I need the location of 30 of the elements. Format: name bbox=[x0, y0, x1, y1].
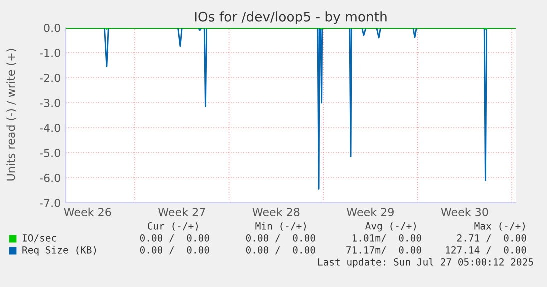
text: 0.00 / 0.00 bbox=[246, 234, 316, 243]
y-tick-label: -1.0 bbox=[40, 48, 60, 58]
x-tick-label: Week 30 bbox=[441, 208, 488, 216]
y-tick-label: -6.0 bbox=[40, 174, 60, 182]
text: 2.71 / 0.00 bbox=[457, 234, 526, 243]
text: 0.00 / 0.00 bbox=[140, 246, 210, 255]
y-axis-title: Units read (-) / write (+) bbox=[6, 49, 17, 181]
x-tick-label: Week 29 bbox=[346, 208, 394, 216]
x-tick-label: Week 26 bbox=[64, 208, 112, 216]
text: 127.14 / 0.00 bbox=[446, 246, 526, 255]
text: 0.00 / 0.00 bbox=[140, 234, 210, 243]
text: Last update: Sun Jul 27 05:00:12 2025 bbox=[318, 258, 534, 268]
text: 71.17m/ 0.00 bbox=[346, 246, 422, 255]
y-tick-label: -2.0 bbox=[40, 74, 60, 82]
y-tick-label: -4.0 bbox=[40, 124, 60, 132]
x-tick-label: Week 28 bbox=[252, 208, 300, 216]
legend-label: IO/sec bbox=[22, 234, 56, 243]
y-tick-label: -3.0 bbox=[40, 98, 60, 108]
text: Cur (-/+) bbox=[148, 222, 198, 231]
x-tick-label: Week 27 bbox=[158, 208, 206, 216]
text: 1.01m/ 0.00 bbox=[352, 234, 422, 243]
text: Max (-/+) bbox=[474, 222, 525, 231]
text: Min (-/+) bbox=[256, 222, 306, 231]
y-tick-label: -5.0 bbox=[40, 148, 60, 158]
text: 0.00 / 0.00 bbox=[246, 246, 316, 255]
text: Avg (-/+) bbox=[366, 222, 416, 232]
y-tick-label: 0.0 bbox=[44, 24, 60, 32]
legend-label: Req Size (KB) bbox=[22, 246, 96, 256]
chart-title: IOs for /dev/loop5 - by month bbox=[195, 12, 387, 24]
y-tick-label: -7.0 bbox=[40, 198, 60, 208]
